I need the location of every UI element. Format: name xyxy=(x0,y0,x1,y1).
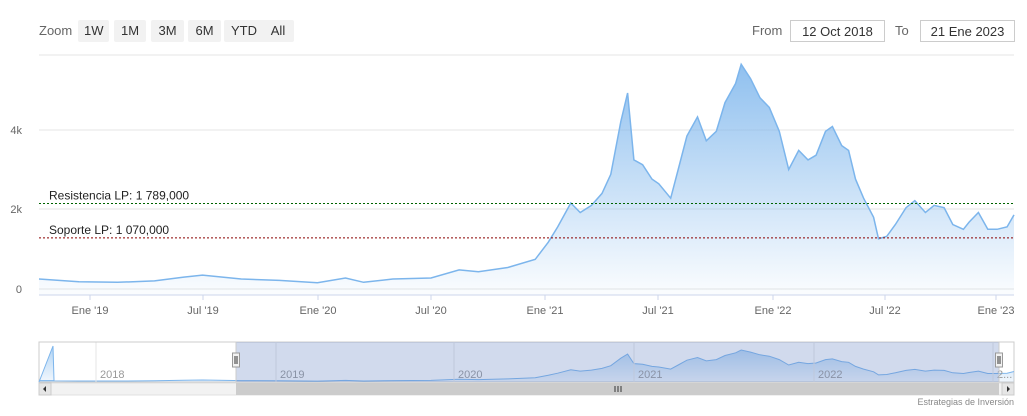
x-tick-label: Ene '19 xyxy=(72,305,109,317)
navigator-year-label: 2021 xyxy=(638,369,662,381)
navigator-left-handle[interactable] xyxy=(232,352,240,368)
x-tick-label: Jul '22 xyxy=(869,305,900,317)
navigator-year-label: 2020 xyxy=(458,369,482,381)
x-tick-label: Ene '21 xyxy=(527,305,564,317)
zoom-3m-button[interactable]: 3M xyxy=(151,20,184,42)
navigator-year-label: 2018 xyxy=(100,369,124,381)
zoom-1m-button[interactable]: 1M xyxy=(114,20,146,42)
navigator-selection[interactable] xyxy=(236,342,999,382)
zoom-1w-button[interactable]: 1W xyxy=(78,20,109,42)
x-tick-label: Ene '20 xyxy=(300,305,337,317)
y-tick-label: 2k xyxy=(10,204,22,216)
to-date-input[interactable]: 21 Ene 2023 xyxy=(920,20,1015,42)
navigator-year-label: 2022 xyxy=(818,369,842,381)
zoom-6m-button[interactable]: 6M xyxy=(188,20,221,42)
navigator-year-label: 2019 xyxy=(280,369,304,381)
resistance-label: Resistencia LP: 1 789,000 xyxy=(49,188,189,202)
x-tick-label: Jul '20 xyxy=(415,305,446,317)
support-label: Soporte LP: 1 070,000 xyxy=(49,223,169,237)
x-tick-label: Jul '21 xyxy=(642,305,673,317)
chevron-left-icon xyxy=(43,386,46,392)
zoom-ytd-button[interactable]: YTD xyxy=(224,20,264,42)
navigator-outline xyxy=(39,341,1014,382)
zoom-all-button[interactable]: All xyxy=(262,20,294,42)
zoom-label: Zoom xyxy=(39,23,73,38)
x-tick-label: Jul '19 xyxy=(187,305,218,317)
chart-credit: Estrategias de Inversión xyxy=(917,397,1014,407)
y-tick-label: 4k xyxy=(10,125,22,137)
x-tick-label: Ene '22 xyxy=(755,305,792,317)
price-area xyxy=(39,64,1014,295)
to-label: To xyxy=(895,23,909,38)
x-tick-label: Ene '23 xyxy=(978,305,1015,317)
navigator-line xyxy=(38,345,1015,383)
price-line xyxy=(38,62,1015,284)
y-tick-label: 0 xyxy=(16,284,22,296)
navigator-year-label: 2... xyxy=(997,369,1012,381)
navigator-right-handle[interactable] xyxy=(995,352,1003,368)
from-label: From xyxy=(752,23,783,38)
chevron-right-icon xyxy=(1007,386,1010,392)
navigator-area xyxy=(39,346,1014,382)
from-date-input[interactable]: 12 Oct 2018 xyxy=(790,20,885,42)
